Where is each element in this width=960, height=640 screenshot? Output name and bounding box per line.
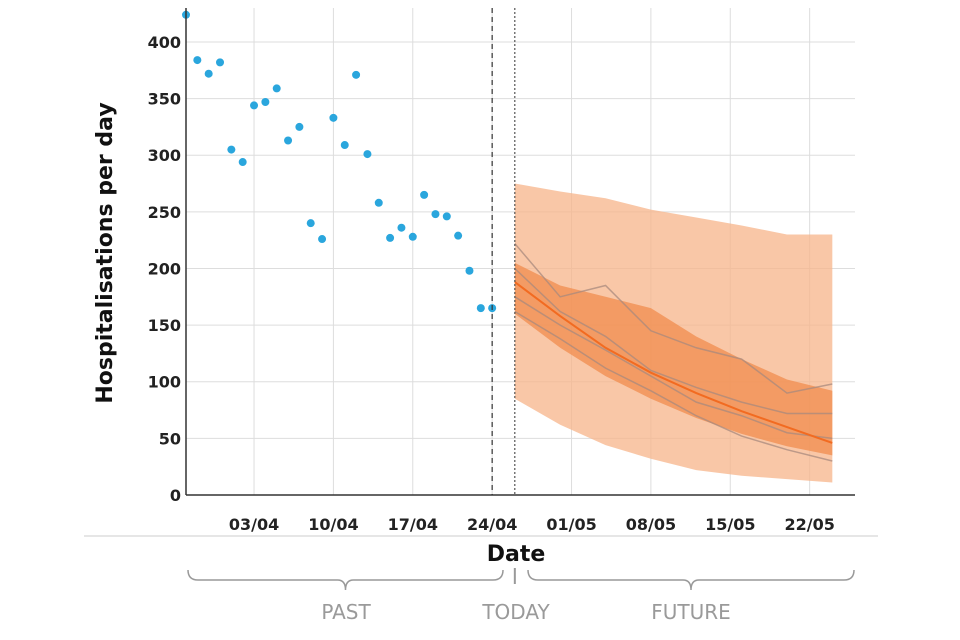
observed-point — [465, 266, 474, 275]
observed-point — [272, 84, 281, 93]
observed-point — [442, 212, 451, 221]
x-tick-label: 10/04 — [308, 515, 358, 534]
y-tick-label: 400 — [148, 33, 181, 52]
forecast-sample-line — [514, 296, 833, 440]
observed-point — [238, 158, 247, 167]
y-tick-label: 50 — [159, 429, 181, 448]
observed-point — [431, 210, 440, 219]
y-axis-title: Hospitalisations per day — [93, 102, 118, 403]
y-tick-label: 350 — [148, 90, 181, 109]
observed-point — [261, 98, 270, 107]
x-tick-label: 24/04 — [467, 515, 517, 534]
past-label: PAST — [321, 600, 371, 624]
future-brace — [527, 569, 855, 591]
observed-point — [397, 223, 406, 232]
y-tick-label: 0 — [170, 486, 181, 505]
forecast-inner-band — [514, 262, 833, 456]
tick-labels: 0 50 100 150 200 250 300 350 400 03/04 10/04 17/04 2… — [148, 33, 835, 534]
past-brace — [187, 569, 504, 591]
timeline-braces — [84, 535, 878, 591]
observed-point — [329, 113, 338, 122]
x-tick-label: 08/05 — [626, 515, 676, 534]
observed-point — [284, 136, 293, 145]
x-tick-label: 15/05 — [705, 515, 755, 534]
observed-point — [363, 150, 372, 159]
observed-point — [295, 122, 304, 131]
chart-axes — [185, 8, 855, 496]
forecast-sample-line — [514, 267, 833, 415]
x-tick-label: 01/05 — [546, 515, 596, 534]
y-tick-label: 300 — [148, 146, 181, 165]
x-axis-title: Date — [487, 542, 546, 567]
x-tick-label: 22/05 — [784, 515, 834, 534]
observed-points — [182, 10, 497, 313]
observed-point — [340, 141, 349, 150]
observed-point — [408, 232, 417, 241]
x-tick-label: 03/04 — [229, 515, 279, 534]
observed-point — [386, 233, 395, 242]
observed-point — [193, 56, 202, 65]
observed-point — [227, 145, 236, 154]
x-tick-label: 17/04 — [388, 515, 438, 534]
forecast-median-line — [514, 281, 833, 444]
y-tick-label: 200 — [148, 259, 181, 278]
y-tick-label: 250 — [148, 203, 181, 222]
observed-point — [318, 235, 327, 244]
observed-point — [352, 70, 361, 79]
observed-point — [204, 69, 213, 78]
observed-point — [454, 231, 463, 240]
observed-point — [374, 198, 383, 207]
forecast-sample-line — [514, 310, 833, 462]
future-label: FUTURE — [651, 600, 731, 624]
y-tick-label: 100 — [148, 373, 181, 392]
today-label: TODAY — [481, 600, 550, 624]
observed-point — [420, 190, 429, 199]
observed-point — [476, 304, 485, 313]
observed-point — [306, 219, 315, 228]
observed-point — [250, 101, 259, 110]
y-tick-label: 150 — [148, 316, 181, 335]
observed-point — [216, 58, 225, 67]
forecast-sample-line — [514, 243, 833, 394]
forecast-layer — [514, 183, 833, 483]
